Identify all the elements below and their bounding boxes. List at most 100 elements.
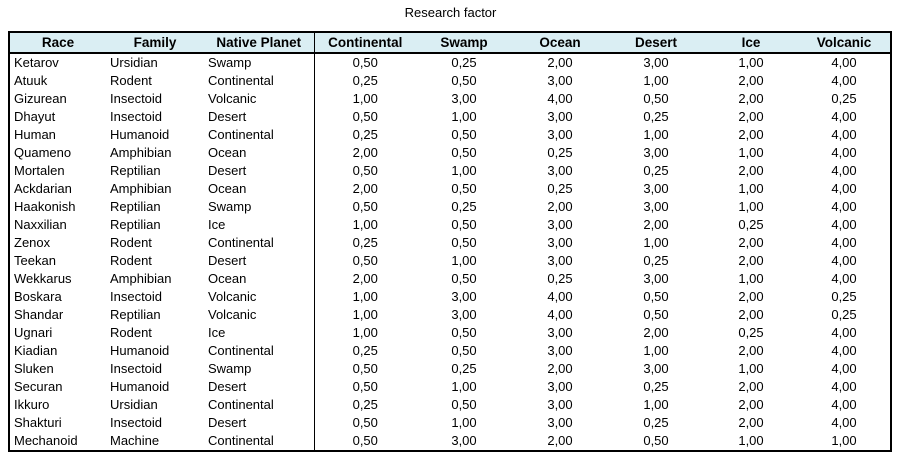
cell-race: Kiadian [14,343,58,358]
cell-continental: 0,50 [313,378,416,396]
cell-continental: 1,00 [313,216,416,234]
cell-volcanic: 4,00 [831,361,857,376]
cell-ocean: 0,25 [547,145,573,160]
cell-swamp: 0,50 [451,325,477,340]
cell-native-planet: Desert [208,379,247,394]
cell-native-planet: Ocean [208,181,247,196]
cell-swamp: 1,00 [451,379,477,394]
cell-race: Ugnari [14,325,53,340]
cell-volcanic: 0,25 [831,289,857,304]
cell-ice: 1,00 [738,199,764,214]
cell-ocean: 2,00 [547,361,573,376]
cell-volcanic: 4,00 [831,73,857,88]
cell-swamp: 0,50 [451,127,477,142]
cell-ice: 2,00 [738,109,764,124]
cell-native-planet: Continental [208,73,274,88]
column-header-swamp: Swamp [416,32,512,54]
cell-continental: 0,50 [313,432,416,451]
cell-family: Ursidian [110,55,158,70]
cell-race: Wekkarus [14,271,72,286]
table-row: Zenox Rodent Continental 0,25 0,50 3,00 1,00 2,… [9,234,891,252]
cell-native-planet: Ocean [208,271,247,286]
cell-family: Reptilian [110,217,161,232]
cell-family: Rodent [110,73,152,88]
column-header-family: Family [106,32,204,54]
cell-desert: 0,25 [643,163,669,178]
table-row: Ackdarian Amphibian Ocean 2,00 0,50 0,25 3,00 1… [9,180,891,198]
cell-continental: 2,00 [313,180,416,198]
cell-swamp: 0,25 [451,361,477,376]
table-row: Ugnari Rodent Ice 1,00 0,50 3,00 2,00 0,25 4,00 [9,324,891,342]
cell-ocean: 2,00 [547,433,573,448]
cell-ocean: 2,00 [547,199,573,214]
cell-volcanic: 4,00 [831,199,857,214]
cell-desert: 3,00 [643,181,669,196]
cell-ice: 2,00 [738,253,764,268]
table-row: Sluken Insectoid Swamp 0,50 0,25 2,00 3,00 1,00… [9,360,891,378]
cell-native-planet: Desert [208,253,247,268]
cell-race: Mortalen [14,163,65,178]
research-factor-table: Race Family Native Planet Continental Swamp O… [8,31,892,452]
cell-swamp: 1,00 [451,253,477,268]
cell-family: Insectoid [110,415,163,430]
cell-swamp: 0,50 [451,343,477,358]
cell-native-planet: Continental [208,397,274,412]
column-header-ice: Ice [704,32,798,54]
cell-race: Mechanoid [14,433,78,448]
cell-native-planet: Volcanic [208,289,257,304]
cell-race: Ackdarian [14,181,72,196]
cell-native-planet: Continental [208,235,274,250]
cell-swamp: 0,25 [451,55,477,70]
cell-ocean: 3,00 [547,343,573,358]
cell-race: Ikkuro [14,397,50,412]
cell-family: Reptilian [110,307,161,322]
cell-ice: 2,00 [738,235,764,250]
table-row: Atuuk Rodent Continental 0,25 0,50 3,00 1,00 2,… [9,72,891,90]
cell-desert: 0,50 [643,307,669,322]
cell-desert: 3,00 [643,145,669,160]
cell-continental: 0,50 [313,162,416,180]
cell-native-planet: Continental [208,433,274,448]
cell-continental: 0,25 [313,396,416,414]
cell-desert: 2,00 [643,217,669,232]
cell-desert: 0,50 [643,433,669,448]
cell-ice: 2,00 [738,73,764,88]
column-header-continental: Continental [313,32,416,54]
cell-volcanic: 0,25 [831,91,857,106]
cell-race: Shakturi [14,415,62,430]
cell-volcanic: 4,00 [831,145,857,160]
cell-desert: 1,00 [643,343,669,358]
cell-family: Rodent [110,235,152,250]
cell-ocean: 4,00 [547,91,573,106]
cell-family: Insectoid [110,361,163,376]
cell-desert: 1,00 [643,397,669,412]
cell-native-planet: Continental [208,127,274,142]
cell-volcanic: 4,00 [831,181,857,196]
cell-family: Ursidian [110,397,158,412]
cell-family: Insectoid [110,91,163,106]
cell-continental: 0,25 [313,72,416,90]
table-row: Shakturi Insectoid Desert 0,50 1,00 3,00 0,25 2… [9,414,891,432]
cell-desert: 0,25 [643,253,669,268]
cell-volcanic: 4,00 [831,379,857,394]
cell-swamp: 0,50 [451,181,477,196]
cell-race: Sluken [14,361,54,376]
cell-race: Boskara [14,289,62,304]
cell-volcanic: 4,00 [831,253,857,268]
cell-swamp: 0,50 [451,397,477,412]
cell-native-planet: Swamp [208,199,252,214]
cell-ice: 2,00 [738,127,764,142]
cell-volcanic: 4,00 [831,415,857,430]
cell-continental: 2,00 [313,270,416,288]
cell-continental: 0,50 [313,360,416,378]
cell-volcanic: 4,00 [831,343,857,358]
cell-continental: 0,50 [313,108,416,126]
cell-ocean: 3,00 [547,127,573,142]
cell-race: Naxxilian [14,217,67,232]
table-row: Teekan Rodent Desert 0,50 1,00 3,00 0,25 2,00 4,… [9,252,891,270]
table-row: Wekkarus Amphibian Ocean 2,00 0,50 0,25 3,00 1,… [9,270,891,288]
cell-ocean: 3,00 [547,379,573,394]
table-header-row: Race Family Native Planet Continental Swamp O… [9,32,891,54]
cell-family: Reptilian [110,163,161,178]
cell-continental: 1,00 [313,288,416,306]
